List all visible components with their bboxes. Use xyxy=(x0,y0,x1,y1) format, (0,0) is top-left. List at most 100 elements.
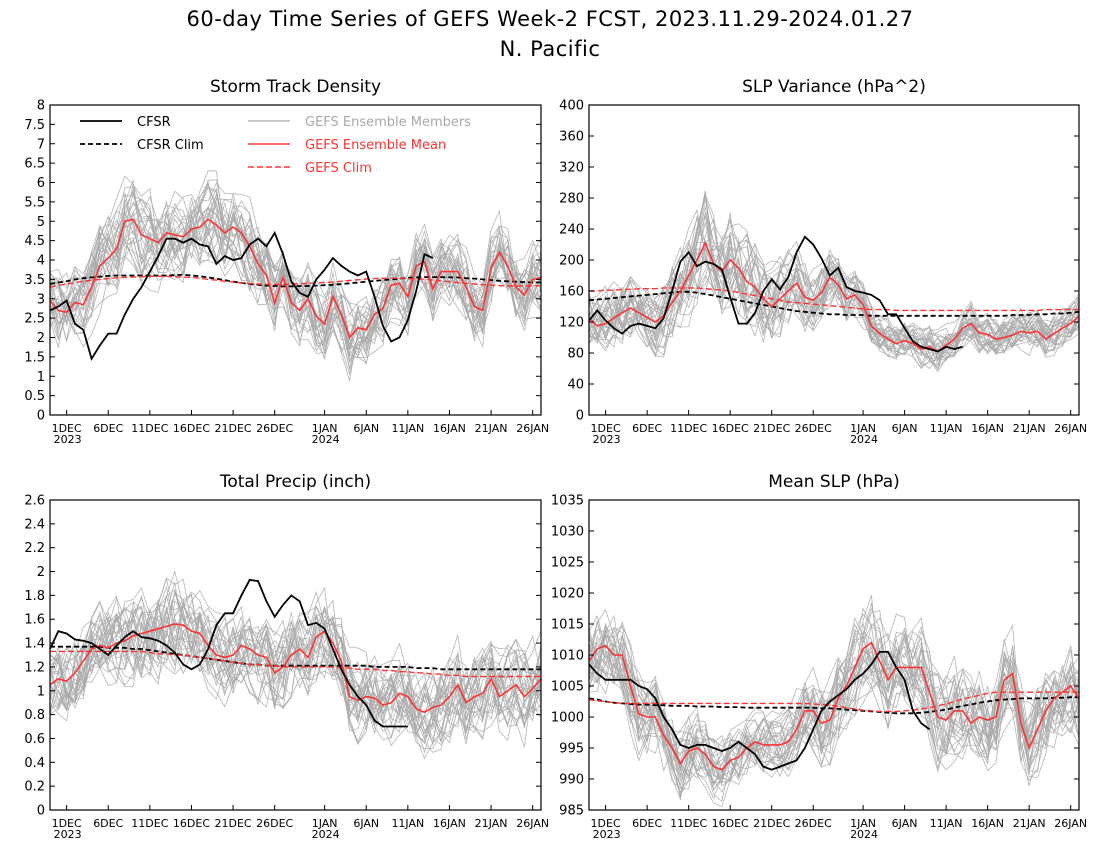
y-tick-label: 1005 xyxy=(551,680,584,695)
x-tick-label: 26DEC xyxy=(256,422,293,435)
y-tick-label: 0 xyxy=(576,409,584,424)
y-tick-label: 1.4 xyxy=(24,637,45,652)
x-tick-year: 2024 xyxy=(312,433,340,446)
y-tick-label: 8 xyxy=(37,99,45,114)
series-gefs-clim-line xyxy=(50,650,541,678)
legend-cfsr-label: CFSR xyxy=(137,115,171,130)
x-tick-label: 6JAN xyxy=(892,817,918,830)
ensemble-member-line xyxy=(50,212,541,372)
y-tick-label: 240 xyxy=(559,223,584,238)
ensemble-member-line xyxy=(50,192,541,350)
series-mean-line xyxy=(589,641,1079,771)
panel-title: SLP Variance (hPa^2) xyxy=(742,77,926,97)
plot-frame xyxy=(49,499,542,811)
x-tick-year: 2023 xyxy=(54,433,82,446)
y-tick-label: 6 xyxy=(37,176,45,191)
x-tick-label: 26JAN xyxy=(1054,817,1087,830)
y-tick-label: 985 xyxy=(559,804,584,819)
series-mean-line xyxy=(50,623,541,714)
y-tick-label: 1015 xyxy=(551,618,584,633)
y-tick-label: 0.2 xyxy=(24,780,45,795)
x-tick-label: 26DEC xyxy=(256,817,293,830)
x-tick-label: 11DEC xyxy=(131,422,168,435)
x-tick-label: 1DEC xyxy=(52,817,82,830)
panel-3: Total Precip (inch) 0 0.2 0.4 0.6 0.8 1 1.2 1.4 1… xyxy=(24,472,549,841)
x-tick-label: 11DEC xyxy=(670,817,707,830)
ensemble-member-line xyxy=(50,608,541,724)
y-tick-label: 2 xyxy=(37,331,45,346)
y-tick-label: 1025 xyxy=(551,556,584,571)
y-tick-label: 7.5 xyxy=(24,118,45,133)
x-tick-label: 21JAN xyxy=(1013,817,1046,830)
panel-1: Storm Track Density 0 0.5 1 1.5 2 2.5 3 3.5 4 4.5 5… xyxy=(24,77,549,446)
x-tick-year: 2024 xyxy=(850,433,878,446)
ensemble-member-line xyxy=(50,604,541,742)
y-tick-label: 990 xyxy=(559,773,584,788)
x-tick-label: 21JAN xyxy=(475,422,508,435)
y-tick-label: 2.2 xyxy=(24,541,45,556)
x-tick-label: 1JAN xyxy=(850,422,876,435)
legend: CFSR CFSR Clim GEFS Ensemble Members GEFS E… xyxy=(80,115,471,176)
x-tick-year: 2023 xyxy=(593,828,621,841)
y-tick-label: 1000 xyxy=(551,711,584,726)
plot-area xyxy=(589,190,1079,373)
x-tick-label: 16JAN xyxy=(971,817,1004,830)
x-tick-label: 16JAN xyxy=(433,817,466,830)
ensemble-member-line xyxy=(589,262,1079,355)
legend-mean-label: GEFS Ensemble Mean xyxy=(305,138,446,153)
x-tick-year: 2024 xyxy=(312,828,340,841)
x-tick-label: 21DEC xyxy=(215,817,252,830)
x-tick-label: 1DEC xyxy=(591,422,621,435)
ensemble-member-line xyxy=(589,643,1079,788)
series-cfsr-line xyxy=(50,230,434,362)
y-tick-label: 1010 xyxy=(551,649,584,664)
panel-4: Mean SLP (hPa) 985 990 995 1000 1005 1010 1015 1… xyxy=(551,472,1087,841)
x-tick-label: 1DEC xyxy=(52,422,82,435)
ensemble-member-line xyxy=(50,601,541,737)
y-tick-label: 2 xyxy=(37,565,45,580)
y-tick-label: 5 xyxy=(37,215,45,230)
x-tick-label: 11DEC xyxy=(131,817,168,830)
legend-cfsr-clim-label: CFSR Clim xyxy=(137,138,204,153)
ensemble-member-line xyxy=(589,206,1079,358)
series-cfsr-line xyxy=(50,578,408,728)
series-cfsr-line xyxy=(589,235,963,353)
ensemble-member-line xyxy=(50,587,541,748)
x-tick-label: 26DEC xyxy=(795,817,832,830)
y-tick-label: 160 xyxy=(559,285,584,300)
series-gefs-clim-line xyxy=(589,287,1079,312)
x-tick-label: 6DEC xyxy=(632,422,662,435)
series-gefs-clim-line xyxy=(589,691,1079,713)
x-tick-label: 16JAN xyxy=(971,422,1004,435)
x-tick-label: 26DEC xyxy=(795,422,832,435)
y-tick-label: 360 xyxy=(559,130,584,145)
panel-title: Total Precip (inch) xyxy=(219,472,371,492)
y-tick-label: 280 xyxy=(559,192,584,207)
y-tick-label: 80 xyxy=(567,347,584,362)
y-tick-label: 40 xyxy=(567,378,584,393)
y-tick-label: 1.2 xyxy=(24,660,45,675)
x-tick-label: 16JAN xyxy=(433,422,466,435)
ensemble-member-line xyxy=(589,218,1079,356)
main-title: 60-day Time Series of GEFS Week-2 FCST, … xyxy=(186,7,914,31)
y-tick-label: 1 xyxy=(37,370,45,385)
y-tick-label: 1.5 xyxy=(24,350,45,365)
y-tick-label: 0.6 xyxy=(24,732,45,747)
series-cfsr-clim-line xyxy=(50,645,541,671)
y-tick-label: 1.8 xyxy=(24,589,45,604)
series-gefs-clim-line xyxy=(50,275,541,288)
plot-area xyxy=(589,594,1079,808)
legend-members-label: GEFS Ensemble Members xyxy=(305,115,471,130)
x-tick-label: 6DEC xyxy=(93,422,123,435)
y-tick-label: 200 xyxy=(559,254,584,269)
y-tick-label: 995 xyxy=(559,742,584,757)
y-tick-label: 0.5 xyxy=(24,389,45,404)
y-tick-label: 3.5 xyxy=(24,273,45,288)
y-tick-label: 4 xyxy=(37,254,45,269)
ensemble-member-line xyxy=(50,179,541,350)
y-tick-label: 1 xyxy=(37,684,45,699)
x-tick-label: 11DEC xyxy=(670,422,707,435)
x-tick-year: 2024 xyxy=(850,828,878,841)
x-tick-label: 11JAN xyxy=(391,422,424,435)
x-tick-label: 26JAN xyxy=(516,422,549,435)
